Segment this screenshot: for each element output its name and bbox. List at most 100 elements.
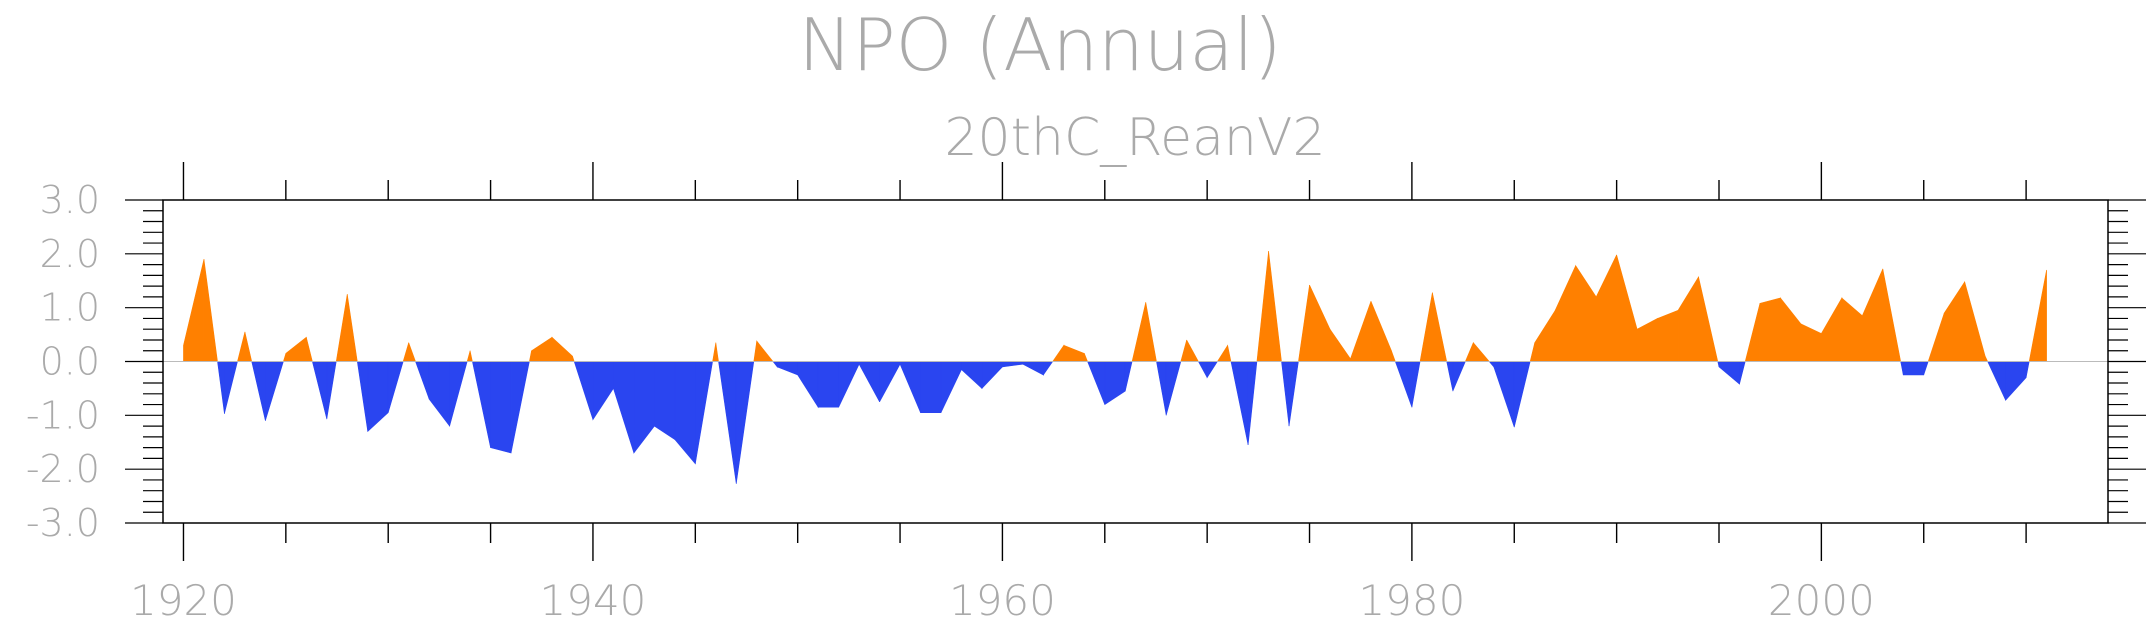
negative-anomaly-area: [387, 361, 404, 413]
positive-anomaly-area: [1391, 350, 1396, 362]
positive-anomaly-area: [1180, 339, 1187, 362]
y-tick-label: 2.0: [40, 232, 100, 276]
negative-anomaly-area: [940, 361, 962, 413]
positive-anomaly-area: [244, 331, 253, 362]
negative-anomaly-area: [251, 361, 266, 421]
negative-anomaly-area: [1739, 361, 1746, 385]
positive-anomaly-area: [1534, 309, 1556, 362]
positive-anomaly-area: [1131, 302, 1147, 362]
negative-anomaly-area: [1513, 361, 1531, 428]
negative-anomaly-area: [1394, 361, 1413, 408]
chart-title: NPO (Annual): [798, 3, 1281, 87]
negative-anomaly-area: [654, 361, 676, 441]
negative-anomaly-area: [735, 361, 755, 484]
negative-anomaly-area: [633, 361, 655, 454]
y-tick-label: -1.0: [26, 393, 100, 437]
positive-anomaly-area: [1636, 317, 1658, 362]
negative-anomaly-area: [981, 361, 1003, 390]
x-tick-label: 1980: [1358, 576, 1465, 624]
negative-anomaly-area: [449, 361, 468, 427]
positive-anomaly-area: [1063, 344, 1085, 362]
negative-anomaly-area: [1900, 361, 1904, 376]
positive-anomaly-area: [1841, 297, 1863, 362]
positive-anomaly-area: [1780, 297, 1802, 362]
negative-anomaly-area: [367, 361, 389, 433]
negative-anomaly-area: [920, 361, 942, 413]
negative-anomaly-area: [1022, 361, 1044, 376]
positive-anomaly-area: [1800, 323, 1822, 362]
y-tick-label: -2.0: [26, 447, 100, 491]
x-tick-label: 1920: [130, 576, 237, 624]
negative-anomaly-area: [1247, 361, 1258, 445]
negative-anomaly-area: [490, 361, 512, 454]
positive-anomaly-area: [335, 294, 348, 362]
negative-anomaly-area: [1281, 361, 1290, 427]
negative-anomaly-area: [1923, 361, 1929, 376]
negative-anomaly-area: [1124, 361, 1133, 392]
x-tick-label: 1960: [949, 576, 1056, 624]
positive-anomaly-area: [1464, 342, 1474, 362]
positive-anomaly-area: [237, 331, 246, 362]
negative-anomaly-area: [1156, 361, 1167, 416]
negative-anomaly-area: [472, 361, 491, 448]
positive-anomaly-area: [1657, 309, 1679, 362]
positive-anomaly-area: [1227, 345, 1232, 362]
negative-anomaly-area: [1488, 361, 1495, 368]
positive-anomaly-area: [551, 336, 573, 362]
positive-anomaly-area: [469, 350, 473, 362]
positive-anomaly-area: [1370, 301, 1392, 362]
negative-anomaly-area: [510, 361, 530, 454]
positive-anomaly-area: [408, 342, 416, 362]
y-tick-label: 3.0: [40, 178, 100, 222]
x-tick-label: 2000: [1768, 576, 1875, 624]
negative-anomaly-area: [1446, 361, 1454, 392]
positive-anomaly-area: [1616, 254, 1638, 362]
negative-anomaly-area: [265, 361, 284, 421]
positive-anomaly-area: [1821, 296, 1843, 362]
positive-anomaly-area: [1882, 268, 1902, 362]
positive-anomaly-area: [712, 342, 717, 362]
negative-anomaly-area: [415, 361, 430, 400]
positive-anomaly-area: [1943, 280, 1965, 362]
negative-anomaly-area: [1987, 361, 2006, 401]
positive-anomaly-area: [1350, 301, 1372, 362]
positive-anomaly-area: [466, 350, 471, 362]
negative-anomaly-area: [217, 361, 225, 414]
negative-anomaly-area: [1104, 361, 1126, 406]
positive-anomaly-area: [282, 353, 287, 362]
negative-anomaly-area: [797, 361, 819, 409]
negative-anomaly-area: [718, 361, 737, 484]
positive-anomaly-area: [753, 340, 758, 362]
negative-anomaly-area: [1902, 361, 1925, 376]
negative-anomaly-area: [1288, 361, 1299, 427]
negative-anomaly-area: [1718, 361, 1740, 385]
positive-anomaly-area: [1927, 312, 1945, 362]
positive-anomaly-area: [1298, 285, 1310, 362]
chart-subtitle: 20thC_ReanV2: [944, 108, 1325, 168]
positive-anomaly-area: [306, 337, 313, 362]
positive-anomaly-area: [1145, 302, 1157, 362]
negative-anomaly-area: [2005, 361, 2027, 402]
positive-anomaly-area: [1186, 339, 1199, 362]
positive-anomaly-area: [572, 356, 575, 362]
negative-anomaly-area: [879, 361, 901, 403]
negative-anomaly-area: [899, 361, 921, 413]
negative-anomaly-area: [311, 361, 328, 420]
negative-anomaly-area: [1411, 361, 1421, 408]
positive-anomaly-area: [285, 336, 307, 362]
y-tick-label: 0.0: [40, 340, 100, 384]
negative-anomaly-area: [2025, 361, 2030, 378]
positive-anomaly-area: [531, 336, 553, 362]
positive-anomaly-area: [1698, 276, 1719, 362]
positive-anomaly-area: [1529, 342, 1536, 362]
positive-anomaly-area: [183, 259, 205, 362]
negative-anomaly-area: [858, 361, 880, 403]
positive-anomaly-area: [1677, 275, 1699, 362]
positive-anomaly-area: [1554, 265, 1576, 362]
negative-anomaly-area: [613, 361, 635, 454]
positive-anomaly-area: [715, 342, 719, 362]
positive-anomaly-area: [346, 294, 358, 362]
positive-anomaly-area: [203, 259, 218, 362]
plot-area: 3.0 2.0 1.0 0.0 -1.0 -2.0 -3.0 1920 1940 1960 1980…: [26, 162, 2146, 624]
negative-anomaly-area: [772, 361, 778, 368]
